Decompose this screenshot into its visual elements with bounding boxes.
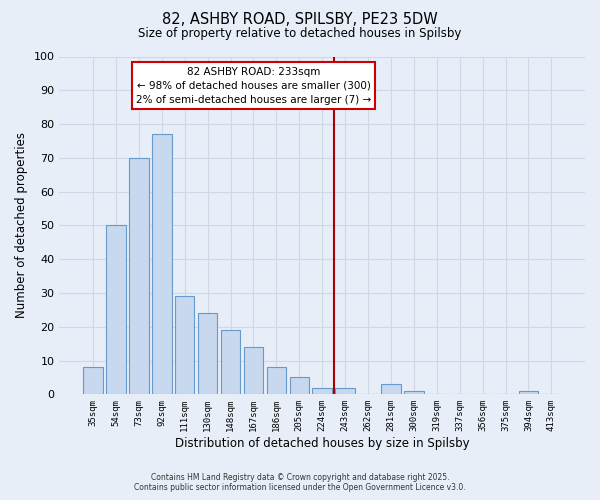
Bar bbox=[335, 388, 355, 394]
Bar bbox=[221, 330, 240, 394]
Text: 82, ASHBY ROAD, SPILSBY, PE23 5DW: 82, ASHBY ROAD, SPILSBY, PE23 5DW bbox=[162, 12, 438, 28]
Bar bbox=[175, 296, 194, 394]
Bar bbox=[404, 391, 424, 394]
Bar bbox=[198, 314, 217, 394]
Y-axis label: Number of detached properties: Number of detached properties bbox=[15, 132, 28, 318]
Bar bbox=[152, 134, 172, 394]
Text: Contains HM Land Registry data © Crown copyright and database right 2025.
Contai: Contains HM Land Registry data © Crown c… bbox=[134, 473, 466, 492]
Bar bbox=[83, 368, 103, 394]
Bar bbox=[129, 158, 149, 394]
Bar bbox=[290, 378, 309, 394]
X-axis label: Distribution of detached houses by size in Spilsby: Distribution of detached houses by size … bbox=[175, 437, 470, 450]
Bar bbox=[106, 226, 126, 394]
Text: 82 ASHBY ROAD: 233sqm
← 98% of detached houses are smaller (300)
2% of semi-deta: 82 ASHBY ROAD: 233sqm ← 98% of detached … bbox=[136, 66, 371, 104]
Bar bbox=[244, 347, 263, 395]
Bar bbox=[313, 388, 332, 394]
Bar bbox=[266, 368, 286, 394]
Bar bbox=[381, 384, 401, 394]
Bar bbox=[519, 391, 538, 394]
Text: Size of property relative to detached houses in Spilsby: Size of property relative to detached ho… bbox=[139, 28, 461, 40]
